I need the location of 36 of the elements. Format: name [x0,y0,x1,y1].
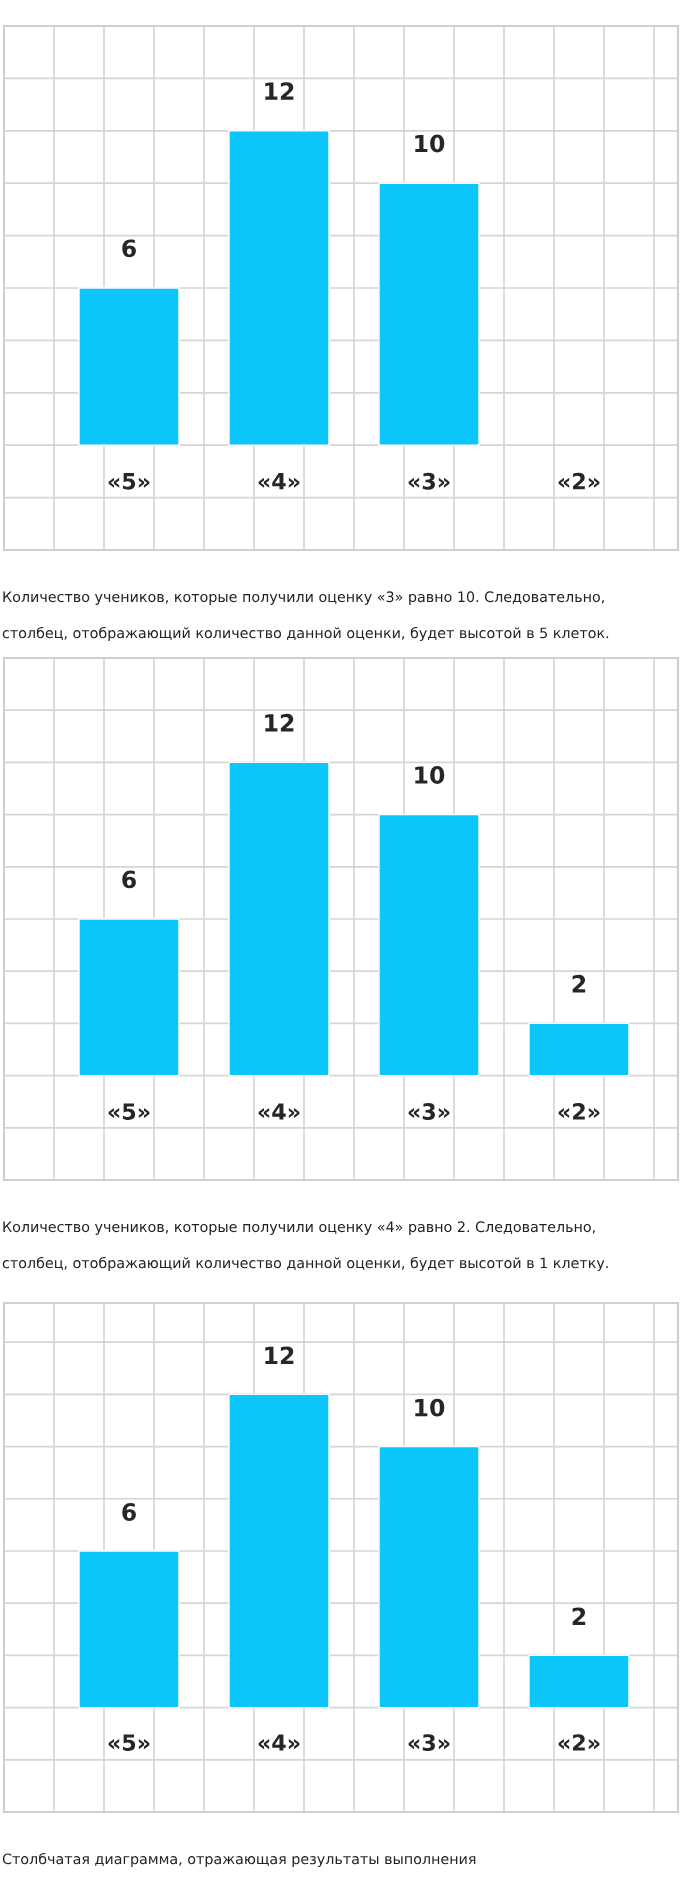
text: Столбчатая диаграмма, отражающая результаты выполнения [2,1852,476,1868]
text: Количество учеников, которые получили оценку «4» равно 2. Следовательно, [3,1221,595,1235]
bar [378,1445,480,1709]
bar [378,813,480,1077]
data-label: 10 [415,1398,445,1417]
data-label: 2 [572,1607,586,1626]
data-label: 12 [265,1346,294,1364]
data-label: 6 [122,870,136,889]
category-label: «2» [558,472,600,490]
text: столбец, отображающий количество данной оценки, будет высотой в 1 клетку. [2,1256,608,1272]
category-label: «4» [258,1734,300,1751]
bar [228,1393,330,1709]
data-label: 12 [265,82,294,100]
data-label: 2 [572,974,586,993]
data-label: 12 [265,713,294,732]
bar [78,1550,180,1709]
text: столбец, отображающий количество данной оценки, будет высотой в 5 клеток. [2,626,609,642]
category-label: «3» [408,1734,450,1751]
category-label: «3» [408,1103,450,1120]
data-label: 10 [415,766,445,784]
category-label: «4» [258,473,300,490]
category-label: «3» [408,472,450,490]
data-label: 10 [415,134,445,153]
category-label: «5» [108,1734,150,1751]
category-label: «5» [108,1103,150,1120]
category-label: «5» [108,473,150,490]
bar [228,761,330,1077]
category-label: «2» [558,1103,600,1120]
bar [528,1654,630,1709]
category-label: «2» [558,1734,600,1751]
text: Количество учеников, которые получили оценку «3» равно 10. Следовательно, [3,591,604,605]
bar [528,1022,630,1077]
bar [78,918,180,1077]
category-label: «4» [258,1103,300,1120]
data-label: 6 [122,239,136,258]
data-label: 6 [122,1503,136,1521]
